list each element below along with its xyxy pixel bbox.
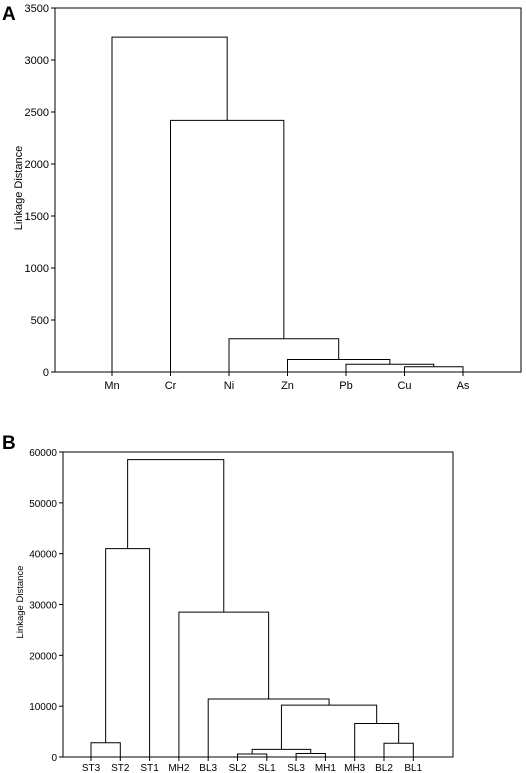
dendrogram-link xyxy=(105,548,151,757)
leaf-label: MH2 xyxy=(168,763,190,773)
y-tick-label: 1000 xyxy=(25,263,49,275)
leaf-label: BL2 xyxy=(375,763,393,773)
leaf-label: BL3 xyxy=(199,763,217,773)
leaf-label: As xyxy=(457,380,470,392)
y-tick-label: 2000 xyxy=(25,159,49,171)
dendrogram-link xyxy=(295,752,326,757)
leaf-label: ST1 xyxy=(140,763,159,773)
y-ticks-a: 0 500 1000 1500 2000 2500 3000 3500 xyxy=(25,3,55,379)
panel-label-a: A xyxy=(2,4,16,25)
leaf-label: Zn xyxy=(281,380,294,392)
dendrogram-link xyxy=(345,363,435,372)
panel-label-b: B xyxy=(2,433,16,454)
dendrogram-link xyxy=(90,742,121,757)
y-tick-label: 60000 xyxy=(29,448,57,459)
y-axis-label-b: Linkage Distance xyxy=(15,566,26,639)
y-tick-label: 40000 xyxy=(29,550,57,561)
y-tick-label: 10000 xyxy=(29,702,57,713)
y-tick-label: 30000 xyxy=(29,601,57,612)
dendrogram-link xyxy=(127,459,225,613)
leaf-label: Cu xyxy=(397,380,411,392)
y-tick-label: 0 xyxy=(43,367,49,379)
y-tick-label: 0 xyxy=(51,753,57,764)
dendrogram-link xyxy=(404,366,464,372)
y-tick-label: 2500 xyxy=(25,107,49,119)
leaf-label: SL2 xyxy=(229,763,247,773)
y-tick-label: 50000 xyxy=(29,499,57,510)
leaf-label: BL1 xyxy=(404,763,422,773)
leaf-label: SL1 xyxy=(258,763,276,773)
y-tick-label: 3500 xyxy=(25,3,49,15)
dendrogram-link xyxy=(354,722,400,757)
y-tick-label: 1500 xyxy=(25,211,49,223)
leaf-label: Cr xyxy=(165,380,177,392)
plot-frame-b xyxy=(62,451,454,758)
y-axis-label-a: Linkage Distance xyxy=(13,146,25,230)
links-a xyxy=(111,36,464,372)
y-tick-label: 20000 xyxy=(29,651,57,662)
dendrogram-a: A Linkage Distance 0 500 1000 1500 2000 2500 3… xyxy=(2,3,522,392)
dendrogram-link xyxy=(228,338,340,372)
y-ticks-b: 0 10000 20000 30000 40000 50000 60000 xyxy=(29,448,63,764)
leaf-label: MH1 xyxy=(315,763,337,773)
dendrogram-b: B Linkage Distance 0 10000 20000 30000 40000… xyxy=(2,433,454,773)
links-b xyxy=(90,459,414,757)
dendrogram-link xyxy=(287,359,391,372)
leaf-label: Ni xyxy=(224,380,234,392)
leaf-label: Mn xyxy=(104,380,119,392)
leaf-label: Pb xyxy=(339,380,352,392)
dendrogram-link xyxy=(383,742,414,757)
y-tick-label: 3000 xyxy=(25,55,49,67)
dendrogram-link xyxy=(207,698,330,757)
leaf-labels-a: Mn Cr Ni Zn Pb Cu As xyxy=(104,372,470,392)
leaf-label: SL3 xyxy=(287,763,305,773)
dendrogram-link xyxy=(178,611,270,757)
leaf-label: ST2 xyxy=(111,763,130,773)
plot-frame-a xyxy=(54,7,522,373)
y-tick-label: 500 xyxy=(31,315,49,327)
dendrogram-link xyxy=(280,704,378,750)
dendrogram-link xyxy=(170,119,285,372)
leaf-label: ST3 xyxy=(82,763,101,773)
leaf-labels-b: ST3 ST2 ST1 MH2 BL3 SL2 SL1 SL3 MH1 MH3 BL2 BL1 xyxy=(82,757,423,773)
leaf-label: MH3 xyxy=(344,763,366,773)
dendrogram-link xyxy=(111,36,228,372)
